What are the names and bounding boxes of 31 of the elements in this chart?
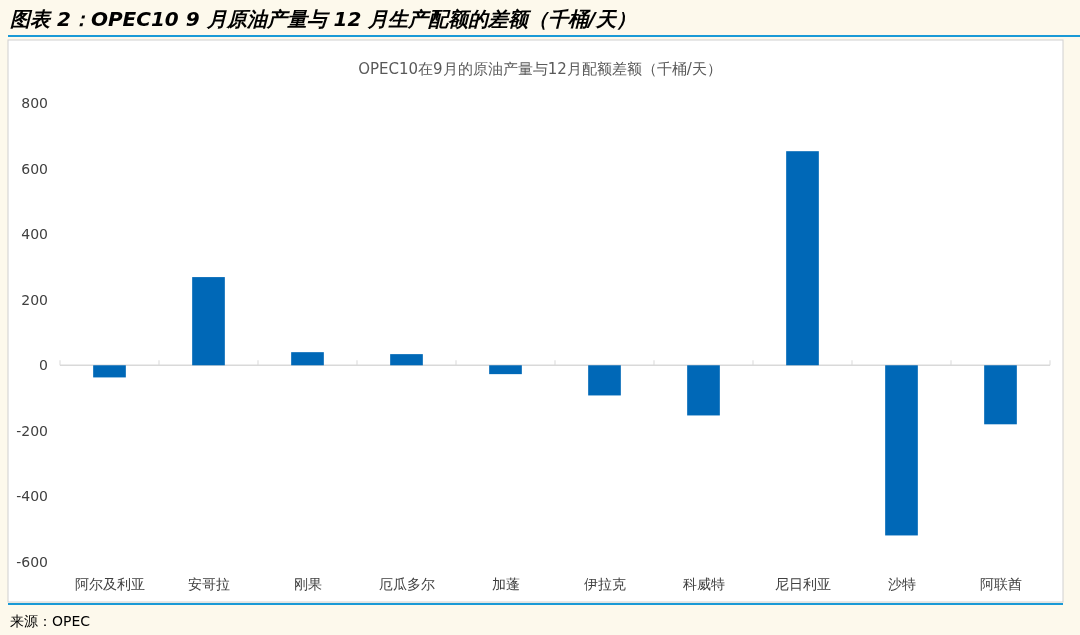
y-tick-label: -200 [16, 422, 48, 439]
x-tick-label: 刚果 [293, 576, 322, 592]
bar [588, 365, 621, 396]
bar [687, 365, 720, 416]
x-tick-label: 尼日利亚 [774, 576, 831, 592]
bar [93, 365, 126, 378]
bar [192, 277, 225, 366]
chart-subtitle: OPEC10在9月的原油产量与12月配额差额（千桶/天） [358, 60, 722, 78]
y-tick-label: 200 [21, 291, 48, 308]
bar [390, 354, 423, 366]
x-tick-label: 阿尔及利亚 [74, 576, 145, 592]
bar [489, 365, 522, 375]
y-tick-label: -600 [16, 554, 48, 570]
x-tick-label: 厄瓜多尔 [378, 576, 435, 592]
bar [984, 365, 1017, 425]
x-tick-label: 加蓬 [491, 576, 520, 592]
bar [885, 365, 918, 536]
x-tick-label: 阿联酋 [979, 576, 1022, 592]
source-note: 来源：OPEC [10, 613, 91, 629]
y-tick-label: 0 [39, 357, 48, 374]
y-tick-label: 400 [21, 226, 48, 243]
y-tick-label: 600 [21, 160, 48, 177]
chart-title: 图表 2：OPEC10 9 月原油产量与 12 月生产配额的差额（千桶/天） [10, 7, 636, 31]
x-tick-label: 安哥拉 [187, 576, 230, 592]
bar [786, 151, 819, 366]
y-tick-label: 800 [21, 95, 48, 111]
x-tick-label: 伊拉克 [583, 576, 626, 592]
y-tick-label: -400 [16, 488, 48, 505]
x-tick-label: 科威特 [682, 576, 725, 592]
bar [291, 352, 324, 366]
x-tick-label: 沙特 [887, 576, 916, 592]
